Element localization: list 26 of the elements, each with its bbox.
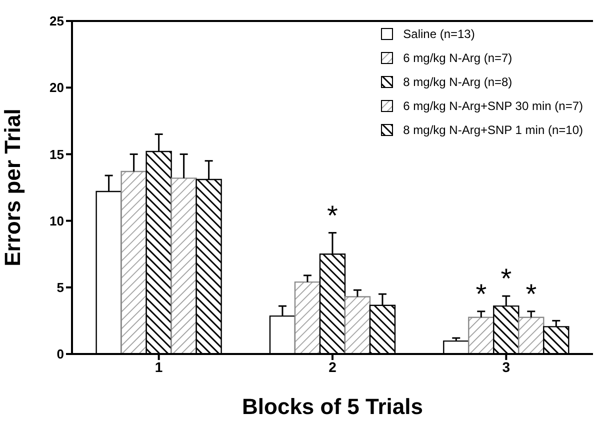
bar [468, 316, 494, 354]
legend-label: Saline (n=13) [403, 27, 475, 41]
annotation: * [327, 200, 338, 231]
x-axis-title: Blocks of 5 Trials [242, 394, 423, 419]
bar [170, 178, 197, 354]
annotation: * [500, 263, 512, 294]
legend-label: 8 mg/kg N-Arg+SNP 1 min (n=10) [403, 123, 583, 137]
legend-label: 6 mg/kg N-Arg+SNP 30 min (n=7) [403, 99, 583, 113]
y-tick-label: 15 [50, 146, 64, 162]
y-axis-title: Errors per Trial [0, 108, 25, 266]
x-tick-label: 2 [328, 358, 337, 375]
bar [518, 316, 544, 354]
y-tick-label: 0 [56, 346, 64, 362]
x-tick-label: 3 [502, 358, 510, 375]
legend-label: 6 mg/kg N-Arg (n=7) [403, 51, 512, 65]
bar [344, 296, 371, 354]
bar [294, 281, 321, 354]
y-tick-label: 10 [50, 213, 64, 228]
bar [120, 170, 147, 354]
y-tick-label: 25 [50, 14, 64, 29]
legend-label: 8 mg/kg N-Arg (n=8) [403, 75, 512, 89]
annotation: * [526, 278, 537, 310]
y-tick-label: 20 [50, 80, 64, 96]
annotation: * [476, 278, 487, 310]
x-tick-label: 1 [154, 358, 163, 375]
y-tick-label: 5 [56, 280, 64, 296]
